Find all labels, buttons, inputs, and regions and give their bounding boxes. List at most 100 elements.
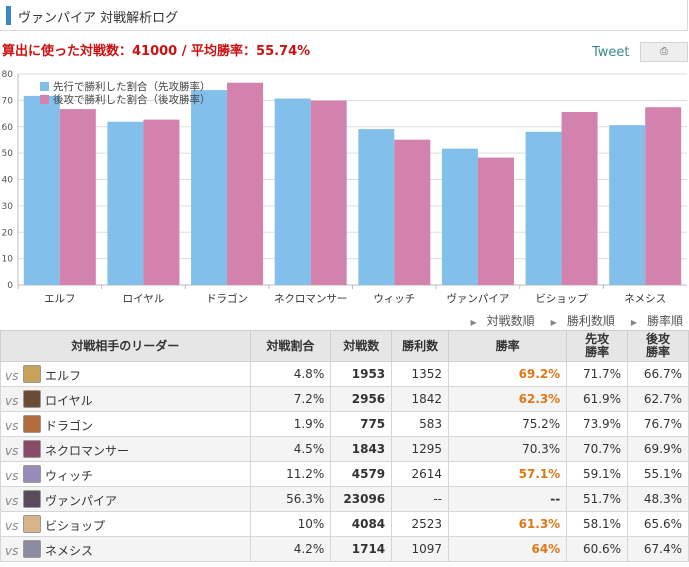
vs-label: vs [5, 518, 19, 533]
tweet-link[interactable]: Tweet [592, 45, 630, 60]
second-rate-cell: 62.7% [627, 386, 689, 412]
bar [394, 139, 431, 285]
leader-cell[interactable]: vs ロイヤル [0, 386, 251, 412]
bar [59, 109, 96, 285]
first-rate-cell: 59.1% [566, 461, 629, 487]
first-rate-cell: 51.7% [566, 486, 629, 512]
wins-cell: 2523 [391, 511, 449, 537]
leader-avatar [23, 389, 41, 408]
page-title: ヴァンパイア 対戦解析ログ [18, 11, 179, 26]
win-rate-bar-chart: 0 10 20 30 40 50 60 70 80 エルフ ロイヤル ドラゴン ネクロマンサー ウィッチ ヴ… [2, 70, 687, 305]
y-tick-label: 20 [2, 228, 14, 238]
y-tick-label: 0 [7, 281, 13, 291]
rate-cell: -- [447, 486, 568, 512]
second-rate-cell: 55.1% [627, 461, 689, 487]
col-header-battles[interactable]: 対戦数 [330, 330, 393, 362]
bar [143, 119, 180, 285]
sort-option-label: 勝率順 [646, 314, 683, 328]
first-rate-cell: 73.9% [566, 411, 629, 437]
vs-label: vs [5, 443, 19, 458]
leader-name: エルフ [45, 368, 82, 383]
leader-cell[interactable]: vs ウィッチ [0, 461, 251, 487]
leader-avatar [23, 539, 41, 558]
table-row[interactable]: vs ヴァンパイア 56.3% 23096 -- -- 51.7% 48.3% [0, 486, 689, 512]
leader-cell[interactable]: vs エルフ [0, 361, 251, 387]
leader-cell[interactable]: vs ネメシス [0, 536, 251, 562]
wins-cell: -- [391, 486, 449, 512]
caret-right-icon: ▶ [550, 318, 557, 327]
share-cell: 1.9% [249, 411, 332, 437]
bar [645, 107, 682, 285]
battles-cell: 4084 [330, 511, 393, 537]
x-tick-label: ネクロマンサー [274, 293, 348, 305]
col-header-rate[interactable]: 勝率 [447, 330, 568, 362]
battles-cell: 1843 [330, 436, 393, 462]
col-header-share[interactable]: 対戦割合 [249, 330, 332, 362]
rate-cell: 75.2% [447, 411, 568, 437]
sort-option-label: 対戦数順 [486, 314, 535, 328]
page-header: ヴァンパイア 対戦解析ログ [0, 0, 688, 31]
battles-cell: 2956 [330, 386, 393, 412]
leader-avatar [23, 414, 41, 433]
wins-cell: 2614 [391, 461, 449, 487]
col-header-first-rate[interactable]: 先攻勝率 [566, 330, 629, 362]
table-row[interactable]: vs ロイヤル 7.2% 2956 1842 62.3% 61.9% 62.7% [0, 386, 689, 412]
x-tick-label: ビショップ [535, 293, 588, 305]
bar [310, 100, 347, 285]
sort-option[interactable]: ▶ 対戦数順 [462, 314, 534, 328]
sort-option[interactable]: ▶ 勝利数順 [543, 314, 615, 328]
leader-avatar [23, 364, 41, 383]
sort-option[interactable]: ▶ 勝率順 [623, 314, 683, 328]
leader-cell[interactable]: vs ネクロマンサー [0, 436, 251, 462]
first-rate-cell: 70.7% [566, 436, 629, 462]
leader-cell[interactable]: vs ドラゴン [0, 411, 251, 437]
second-rate-cell: 65.6% [627, 511, 689, 537]
share-cell: 7.2% [249, 386, 332, 412]
share-cell: 11.2% [249, 461, 332, 487]
first-rate-cell: 60.6% [566, 536, 629, 562]
rate-cell: 61.3% [447, 511, 568, 537]
x-tick-label: ドラゴン [206, 292, 248, 305]
bar [274, 98, 311, 285]
legend-swatch [40, 82, 49, 91]
y-tick-label: 50 [2, 149, 14, 159]
vs-label: vs [5, 368, 19, 383]
bar [358, 129, 395, 285]
leader-name: ネメシス [45, 543, 94, 558]
bar [227, 82, 264, 285]
wins-cell: 1352 [391, 361, 449, 387]
sort-options: ▶ 対戦数順 ▶ 勝利数順 ▶ 勝率順 [454, 312, 683, 329]
leader-name: ビショップ [45, 518, 106, 533]
bookmark-icon: ⎙ [660, 46, 668, 57]
table-row[interactable]: vs エルフ 4.8% 1953 1352 69.2% 71.7% 66.7% [0, 361, 689, 387]
table-row[interactable]: vs ネメシス 4.2% 1714 1097 64% 60.6% 67.4% [0, 536, 689, 562]
bar [23, 95, 60, 285]
leader-cell[interactable]: vs ヴァンパイア [0, 486, 251, 512]
legend-swatch [40, 95, 49, 104]
table-row[interactable]: vs ネクロマンサー 4.5% 1843 1295 70.3% 70.7% 69.9% [0, 436, 689, 462]
col-header-second-rate[interactable]: 後攻勝率 [627, 330, 689, 362]
battles-cell: 4579 [330, 461, 393, 487]
rate-cell: 70.3% [447, 436, 568, 462]
share-cell: 4.8% [249, 361, 332, 387]
table-row[interactable]: vs ドラゴン 1.9% 775 583 75.2% 73.9% 76.7% [0, 411, 689, 437]
share-cell: 4.5% [249, 436, 332, 462]
x-tick-label: ネメシス [624, 293, 666, 305]
summary-text: 算出に使った対戦数：41000 / 平均勝率：55.74% [2, 44, 311, 59]
share-cell: 10% [249, 511, 332, 537]
y-tick-label: 10 [2, 255, 14, 265]
bookmark-button[interactable]: ⎙ [640, 42, 688, 62]
table-header-row: 対戦相手のリーダー 対戦割合 対戦数 勝利数 勝率 先攻勝率 後攻勝率 [0, 330, 689, 362]
bar [609, 125, 646, 285]
table-row[interactable]: vs ウィッチ 11.2% 4579 2614 57.1% 59.1% 55.1% [0, 461, 689, 487]
col-header-first-rate-label: 先攻勝率 [585, 332, 610, 359]
rate-cell: 57.1% [447, 461, 568, 487]
vs-label: vs [5, 393, 19, 408]
legend-label: 先行で勝利した割合（先攻勝率） [53, 80, 211, 93]
col-header-leader[interactable]: 対戦相手のリーダー [0, 330, 251, 362]
table-row[interactable]: vs ビショップ 10% 4084 2523 61.3% 58.1% 65.6% [0, 511, 689, 537]
leader-cell[interactable]: vs ビショップ [0, 511, 251, 537]
battles-cell: 1953 [330, 361, 393, 387]
col-header-wins[interactable]: 勝利数 [391, 330, 449, 362]
bar [561, 111, 598, 285]
